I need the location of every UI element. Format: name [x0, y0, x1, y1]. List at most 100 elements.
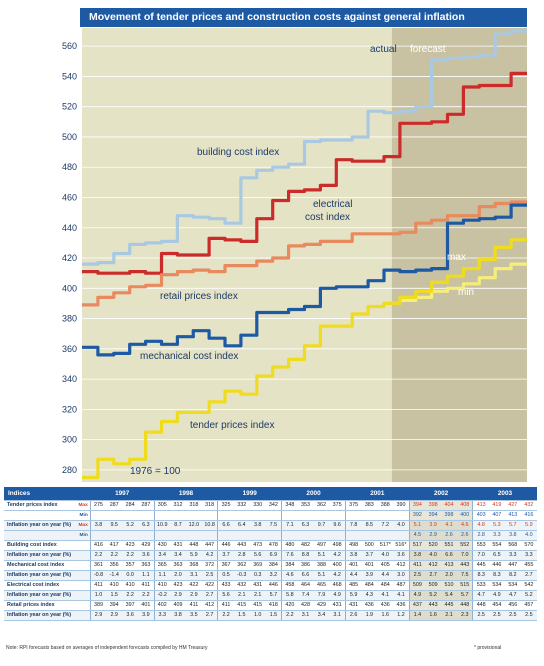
table-cell: 401 — [138, 600, 155, 611]
table-cell: 3.9 — [361, 570, 378, 581]
table-header-row: Indices 1997 1998 1999 2000 2001 2002 2003 — [4, 487, 537, 501]
y-tick-label: 500 — [62, 132, 77, 142]
table-cell: 431 — [344, 600, 362, 611]
table-cell: 4.9 — [408, 590, 426, 601]
table-cell: 3.8 — [170, 610, 186, 621]
table-cell: 5.4 — [441, 590, 457, 601]
table-cell: 1.5 — [106, 590, 123, 601]
table-cell: 446 — [217, 540, 234, 551]
row-label — [4, 510, 77, 521]
table-cell: 552 — [457, 540, 473, 551]
y-tick-label: 420 — [62, 253, 77, 263]
label-min: min — [458, 287, 474, 298]
table-cell: 3.8 — [89, 520, 107, 531]
table-cell: 482 — [297, 540, 314, 551]
line-chart: 280 300 320 340 360 380 400 420 440 460 480 500 520 5… — [62, 28, 527, 482]
table-cell: 362 — [233, 560, 250, 571]
table-body: Tender prices index Max 275 287 284 287 305 312… — [4, 500, 537, 621]
table-cell: 3.5 — [185, 610, 202, 621]
table-cell: 7.8 — [344, 520, 362, 531]
table-cell: 415 — [249, 600, 266, 611]
table-cell: 2.2 — [106, 550, 123, 561]
table-cell: 405 — [377, 560, 394, 571]
y-tick-label: 560 — [62, 41, 77, 51]
table-cell: 390 — [393, 500, 410, 511]
table-cell: 498 — [344, 540, 362, 551]
table-cell: 409 — [170, 600, 186, 611]
table-cell — [249, 530, 266, 541]
table-cell: 473 — [249, 540, 266, 551]
table-cell: 2.2 — [122, 550, 139, 561]
table-cell: 5.2 — [122, 520, 139, 531]
table-cell: 4.1 — [377, 590, 394, 601]
header-year: 2000 — [281, 487, 346, 501]
table-cell: 542 — [520, 580, 537, 591]
row-sublabel — [76, 540, 91, 551]
table-cell: 1.4 — [408, 610, 426, 621]
table-cell: 413 — [441, 560, 457, 571]
table-cell: 436 — [393, 600, 410, 611]
table-cell: 428 — [297, 600, 314, 611]
table-cell: 392 — [408, 510, 426, 521]
table-cell: 415 — [233, 600, 250, 611]
table-cell: 478 — [265, 540, 282, 551]
label-electrical-1: electrical — [313, 199, 352, 210]
table-cell: 394 — [408, 500, 426, 511]
table-cell — [344, 510, 362, 521]
table-cell: 2.9 — [185, 590, 202, 601]
table-cell — [106, 530, 123, 541]
table-cell: 318 — [201, 500, 218, 511]
y-tick-label: 320 — [62, 404, 77, 414]
table-cell: 0.0 — [122, 570, 139, 581]
table-cell: 436 — [377, 600, 394, 611]
table-cell: 9.6 — [329, 520, 346, 531]
table-cell — [106, 510, 123, 521]
table-cell: 361 — [89, 560, 107, 571]
table-cell — [361, 530, 378, 541]
table-cell: 429 — [138, 540, 155, 551]
table-cell: 363 — [138, 560, 155, 571]
label-electrical-2: cost index — [305, 212, 350, 223]
table-cell: 357 — [122, 560, 139, 571]
table-cell: 4.1 — [441, 520, 457, 531]
y-tick-label: 300 — [62, 435, 77, 445]
table-cell: 468 — [329, 580, 346, 591]
header-year: 2001 — [345, 487, 410, 501]
table-row: Tender prices index Max 275 287 284 287 305 312… — [4, 500, 537, 511]
table-cell: 4.2 — [201, 550, 218, 561]
table-cell: 3.6 — [138, 550, 155, 561]
table-cell: 367 — [217, 560, 234, 571]
table-cell: 448 — [457, 600, 473, 611]
table-cell: 447 — [201, 540, 218, 551]
footnote: Note: RPI forecasts based on averages of… — [6, 645, 208, 651]
table-cell: 446 — [265, 580, 282, 591]
table-cell: 484 — [377, 580, 394, 591]
table-cell: 5.1 — [313, 570, 330, 581]
table-cell: 4.7 — [472, 590, 489, 601]
table-cell — [185, 530, 202, 541]
table-cell: 568 — [504, 540, 521, 551]
table-cell — [138, 510, 155, 521]
table-cell — [313, 510, 330, 521]
table-cell: 534 — [504, 580, 521, 591]
table-cell: 7.0 — [472, 550, 489, 561]
table-cell: 2.1 — [249, 590, 266, 601]
table-cell: 447 — [504, 560, 521, 571]
table-cell — [153, 530, 170, 541]
table-cell — [122, 510, 139, 521]
table-cell: 423 — [170, 580, 186, 591]
table-cell: 3.6 — [393, 550, 410, 561]
table-cell: 284 — [122, 500, 139, 511]
table-cell: 386 — [297, 560, 314, 571]
table-cell: 2.1 — [233, 590, 250, 601]
table-cell: 394 — [106, 600, 123, 611]
table-cell: 312 — [170, 500, 186, 511]
table-cell: 1.5 — [233, 610, 250, 621]
table-cell: 400 — [457, 510, 473, 521]
table-row: Inflation year on year (%) 2.2 2.2 2.2 3.6 3.… — [4, 550, 537, 561]
series-line-building-cost-index — [82, 29, 527, 266]
table-cell: 404 — [441, 500, 457, 511]
table-cell: 6.4 — [233, 520, 250, 531]
table-cell: 484 — [361, 580, 378, 591]
